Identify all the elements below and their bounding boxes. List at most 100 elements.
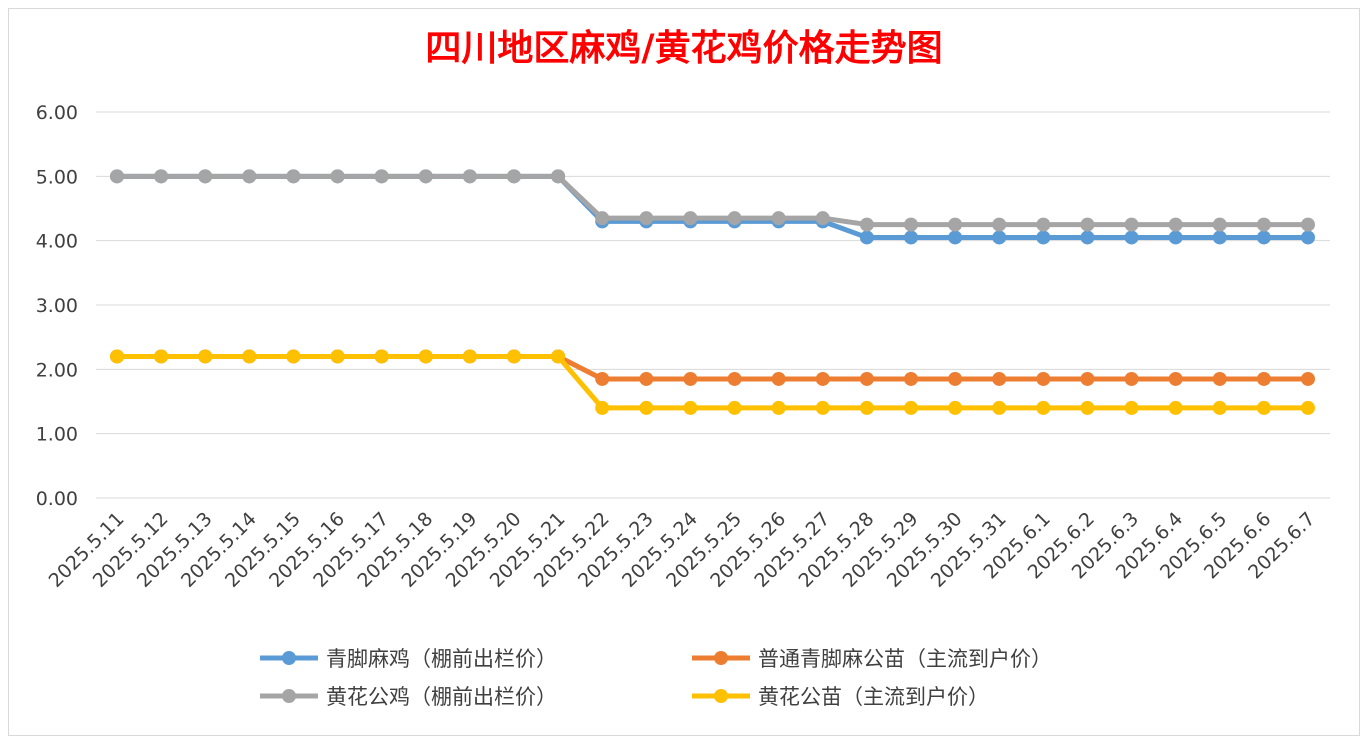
- data-point: [198, 169, 213, 184]
- data-point: [374, 169, 389, 184]
- data-point: [1124, 217, 1139, 232]
- data-point: [859, 400, 874, 415]
- data-point: [286, 349, 301, 364]
- data-point: [551, 169, 566, 184]
- data-point: [154, 169, 169, 184]
- data-point: [859, 230, 874, 245]
- legend-item: 黄花公苗（主流到户价）: [692, 685, 989, 709]
- data-point: [1301, 371, 1315, 386]
- series-line: [117, 353, 1308, 411]
- y-tick-label: 0.00: [36, 488, 78, 510]
- legend-swatch-marker: [282, 689, 296, 703]
- data-point: [1168, 230, 1183, 245]
- data-point: [595, 400, 610, 415]
- legend-swatch-marker: [714, 651, 728, 665]
- data-point: [1080, 400, 1095, 415]
- data-point: [462, 349, 477, 364]
- chart-title: 四川地区麻鸡/黄花鸡价格走势图: [425, 27, 942, 69]
- data-point: [110, 349, 124, 364]
- data-point: [992, 217, 1007, 232]
- data-point: [727, 400, 742, 415]
- data-point: [462, 169, 477, 184]
- data-point: [1036, 371, 1051, 386]
- data-point: [595, 371, 610, 386]
- data-point: [859, 217, 874, 232]
- data-point: [904, 230, 918, 245]
- data-point: [330, 349, 345, 364]
- data-point: [1256, 217, 1271, 232]
- data-point: [1168, 400, 1183, 415]
- data-point: [1212, 217, 1227, 232]
- data-point: [1036, 217, 1051, 232]
- data-point: [198, 349, 213, 364]
- data-point: [1212, 371, 1227, 386]
- y-tick-label: 6.00: [36, 102, 78, 124]
- data-point: [1036, 230, 1051, 245]
- data-point: [1212, 230, 1227, 245]
- data-point: [815, 211, 830, 226]
- data-point: [771, 211, 786, 226]
- data-point: [154, 349, 169, 364]
- data-point: [1036, 400, 1051, 415]
- data-point: [1212, 400, 1227, 415]
- y-tick-label: 1.00: [36, 424, 78, 446]
- data-point: [1256, 230, 1271, 245]
- legend-item: 青脚麻鸡（棚前出栏价）: [260, 647, 557, 671]
- series-4: [110, 349, 1315, 415]
- data-point: [1256, 371, 1271, 386]
- data-point: [815, 400, 830, 415]
- legend: 青脚麻鸡（棚前出栏价） 普通青脚麻公苗（主流到户价） 黄花公鸡（棚前出栏价） 黄花公苗…: [260, 647, 1052, 709]
- data-point: [639, 211, 654, 226]
- y-tick-label: 4.00: [36, 231, 78, 253]
- legend-item: 黄花公鸡（棚前出栏价）: [260, 685, 557, 709]
- data-point: [1168, 371, 1183, 386]
- data-point: [683, 371, 698, 386]
- legend-swatch-marker: [282, 651, 296, 665]
- data-point: [1124, 400, 1139, 415]
- data-point: [948, 400, 963, 415]
- y-tick-label: 3.00: [36, 295, 78, 317]
- data-point: [330, 169, 345, 184]
- x-axis-ticks: 2025.5.112025.5.122025.5.132025.5.142025…: [45, 508, 1320, 592]
- data-point: [595, 211, 610, 226]
- data-point: [1124, 230, 1139, 245]
- data-point: [992, 371, 1007, 386]
- data-point: [418, 349, 433, 364]
- data-point: [551, 349, 566, 364]
- data-point: [992, 400, 1007, 415]
- series-line: [117, 173, 1308, 228]
- data-point: [1301, 400, 1315, 415]
- y-tick-label: 5.00: [36, 166, 78, 188]
- series-3: [110, 169, 1315, 232]
- data-point: [242, 169, 257, 184]
- data-point: [815, 371, 830, 386]
- data-point: [683, 400, 698, 415]
- data-point: [904, 371, 918, 386]
- legend-label: 黄花公苗（主流到户价）: [758, 685, 989, 709]
- data-point: [771, 400, 786, 415]
- data-point: [1256, 400, 1271, 415]
- data-point: [948, 217, 963, 232]
- grid-lines: [96, 111, 1330, 499]
- data-point: [1124, 371, 1139, 386]
- data-point: [948, 371, 963, 386]
- data-point: [727, 211, 742, 226]
- data-point: [904, 400, 918, 415]
- data-point: [507, 349, 521, 364]
- data-point: [771, 371, 786, 386]
- legend-label: 青脚麻鸡（棚前出栏价）: [326, 647, 557, 671]
- data-point: [1080, 230, 1095, 245]
- data-point: [242, 349, 257, 364]
- data-point: [110, 169, 124, 184]
- data-point: [639, 400, 654, 415]
- legend-label: 黄花公鸡（棚前出栏价）: [326, 685, 557, 709]
- data-point: [1301, 230, 1315, 245]
- data-point: [374, 349, 389, 364]
- data-point: [683, 211, 698, 226]
- data-point: [1168, 217, 1183, 232]
- data-point: [859, 371, 874, 386]
- y-axis-ticks: 0.00 1.00 2.00 3.00 4.00 5.00 6.00: [36, 102, 78, 510]
- data-point: [286, 169, 301, 184]
